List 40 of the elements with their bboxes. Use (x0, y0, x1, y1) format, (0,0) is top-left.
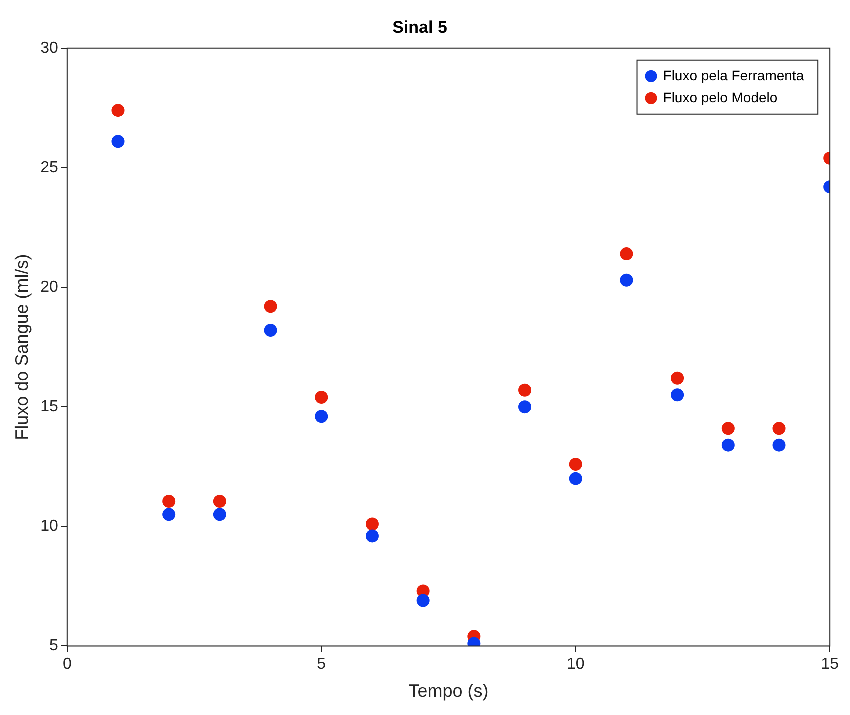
point (264, 324, 278, 338)
point (366, 530, 379, 543)
point (722, 422, 735, 436)
legend-label: Fluxo pelo Modelo (663, 89, 778, 106)
x-tick-label: 0 (62, 656, 72, 674)
point (366, 518, 379, 531)
y-tick-label: 5 (49, 638, 58, 655)
point (315, 410, 328, 424)
point (112, 135, 125, 148)
point (264, 300, 278, 314)
point (722, 438, 735, 452)
y-tick-label: 20 (40, 278, 58, 296)
point (162, 495, 176, 508)
point (315, 391, 328, 404)
point (569, 472, 582, 486)
legend-label: Fluxo pela Ferramenta (663, 67, 804, 84)
point (620, 248, 634, 261)
point (772, 438, 786, 452)
point (112, 104, 125, 118)
point (620, 274, 634, 287)
y-tick-label: 30 (40, 40, 58, 57)
y-tick-label: 25 (40, 159, 58, 176)
y-axis-title: Fluxo do Sangue (ml/s) (12, 254, 32, 440)
point (213, 508, 226, 522)
point (671, 388, 684, 402)
y-tick-label: 10 (40, 518, 58, 536)
x-tick-label: 5 (317, 656, 326, 674)
y-tick-label: 15 (40, 398, 58, 416)
point (569, 458, 582, 471)
point (213, 495, 226, 508)
x-tick-label: 10 (566, 656, 585, 674)
point (416, 594, 430, 608)
x-axis-title: Tempo (s) (408, 681, 489, 702)
point (518, 400, 532, 414)
point (772, 422, 786, 436)
point (162, 508, 176, 522)
chart-title: Sinal 5 (392, 18, 448, 37)
point (671, 372, 684, 385)
x-tick-label: 15 (821, 656, 840, 674)
point (518, 384, 532, 397)
